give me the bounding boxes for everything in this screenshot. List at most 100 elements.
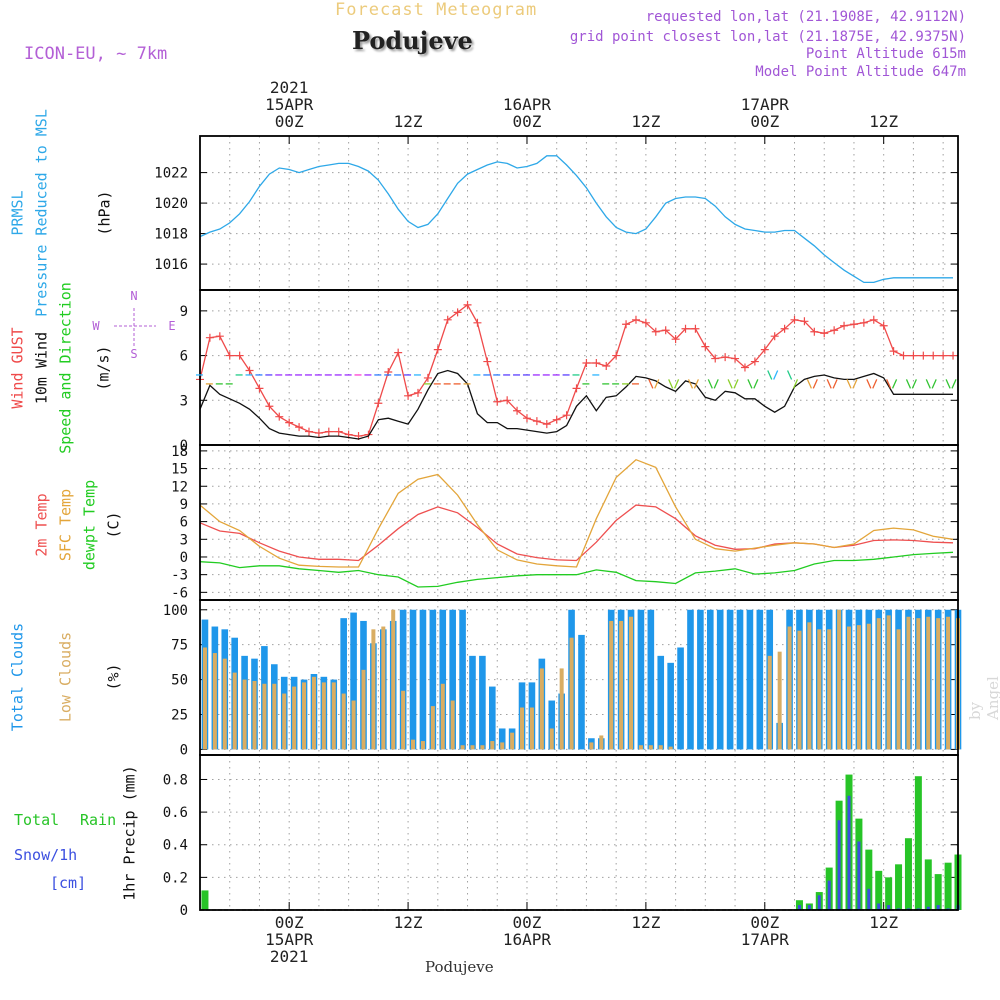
gust-marker	[840, 321, 849, 330]
wind-direction-arrow	[786, 370, 793, 380]
low-clouds-bar	[807, 622, 812, 750]
gust-marker	[235, 351, 244, 360]
low-clouds-bar	[331, 682, 336, 750]
low-clouds-bar	[262, 683, 267, 750]
gust-marker	[562, 411, 571, 420]
low-clouds-bar	[351, 700, 356, 750]
temperature-axis-label: SFC Temp	[57, 489, 75, 561]
top-time-label: 15APR	[265, 95, 314, 114]
low-clouds-bar	[242, 679, 247, 750]
total-clouds-bar	[449, 609, 456, 750]
total-clouds-bar	[637, 609, 645, 750]
total-clouds-bar	[697, 609, 704, 750]
low-clouds-bar	[401, 690, 406, 750]
total-clouds-bar	[667, 662, 674, 750]
total-clouds-bar	[439, 609, 447, 750]
bottom-time-label: 00Z	[275, 913, 304, 932]
point-altitude: Point Altitude 615m	[805, 46, 966, 62]
top-time-label: 00Z	[275, 112, 304, 131]
wind-direction-arrow	[866, 379, 872, 389]
low-clouds-bar	[906, 616, 911, 750]
gust-marker	[810, 327, 819, 336]
wind-direction-arrow	[792, 379, 799, 389]
low-clouds-bar	[371, 629, 376, 750]
y-tick-label: 100	[163, 603, 188, 619]
low-clouds-bar	[361, 669, 366, 750]
low-clouds-bar	[341, 693, 346, 750]
compass-north: N	[130, 289, 137, 303]
wind-direction-arrow	[911, 379, 917, 389]
total-clouds-bar	[479, 655, 486, 750]
wind-axis-label: (m/s)	[95, 345, 113, 390]
wind-direction-arrow	[945, 379, 951, 389]
gust-marker	[255, 384, 264, 393]
gust-marker	[404, 391, 413, 400]
top-time-label: 00Z	[513, 112, 542, 131]
gust-marker	[849, 320, 858, 329]
compass-east: E	[168, 319, 175, 333]
gust-marker	[820, 329, 829, 338]
total-clouds-bar	[746, 609, 754, 750]
gust-marker	[364, 430, 373, 439]
gust-marker	[324, 427, 333, 436]
total-clouds-bar	[726, 609, 734, 750]
low-clouds-bar	[569, 637, 574, 750]
bottom-time-label: 12Z	[631, 913, 660, 932]
temperature-axis-label: (C)	[105, 511, 123, 538]
low-clouds-bar	[212, 653, 217, 750]
gust-marker	[701, 342, 710, 351]
total-clouds-bar	[419, 609, 427, 750]
wind-direction-arrow	[668, 379, 674, 389]
low-clouds-bar	[916, 618, 921, 750]
gust-marker	[790, 315, 799, 324]
gust-marker	[830, 326, 839, 335]
total-clouds-bar	[677, 647, 684, 750]
gust-marker	[622, 320, 631, 329]
y-tick-label: 0.6	[163, 805, 188, 821]
gust-marker	[721, 353, 730, 362]
wind-direction-arrow	[931, 379, 937, 389]
y-tick-label: 0.4	[163, 838, 188, 854]
gust-marker	[513, 406, 522, 415]
top-time-label: 12Z	[631, 112, 660, 131]
y-tick-label: 3	[180, 393, 188, 409]
gust-marker	[859, 318, 868, 327]
total-clouds-bar	[498, 728, 506, 750]
gust-marker	[949, 351, 958, 360]
gust-marker	[503, 396, 512, 405]
compass-cross	[114, 308, 156, 346]
y-tick-label: 1022	[154, 166, 188, 182]
precip-label-snow: Snow/1h	[14, 846, 77, 864]
gust-marker	[483, 357, 492, 366]
snow-bar	[797, 905, 801, 910]
model-label: ICON-EU, ~ 7km	[24, 44, 168, 64]
gust-marker	[602, 362, 611, 371]
gust-marker	[433, 345, 442, 354]
gust-marker	[265, 402, 274, 411]
gust-marker	[612, 351, 621, 360]
y-tick-label: 50	[171, 673, 188, 689]
top-time-label: 12Z	[394, 112, 423, 131]
pressure-axis-label: (hPa)	[96, 190, 114, 235]
bottom-time-label: 15APR	[265, 930, 314, 949]
gust-marker	[731, 354, 740, 363]
total-clouds-bar	[756, 609, 764, 750]
low-clouds-bar	[638, 745, 643, 750]
low-clouds-bar	[500, 742, 505, 750]
y-tick-label: 12	[171, 479, 188, 495]
low-clouds-bar	[411, 739, 416, 750]
gust-marker	[681, 324, 690, 333]
low-clouds-bar	[777, 651, 782, 750]
clouds-axis-label: (%)	[105, 663, 123, 690]
low-clouds-bar	[232, 672, 237, 750]
y-tick-label: 1016	[154, 257, 188, 273]
snow-bar	[817, 895, 821, 910]
low-clouds-bar	[926, 616, 931, 750]
10m-wind-line	[199, 369, 953, 440]
gust-marker	[929, 351, 938, 360]
low-clouds-bar	[856, 625, 861, 750]
y-tick-label: 6	[180, 515, 188, 531]
low-clouds-bar	[619, 620, 624, 750]
precipitation-frame	[199, 754, 959, 911]
